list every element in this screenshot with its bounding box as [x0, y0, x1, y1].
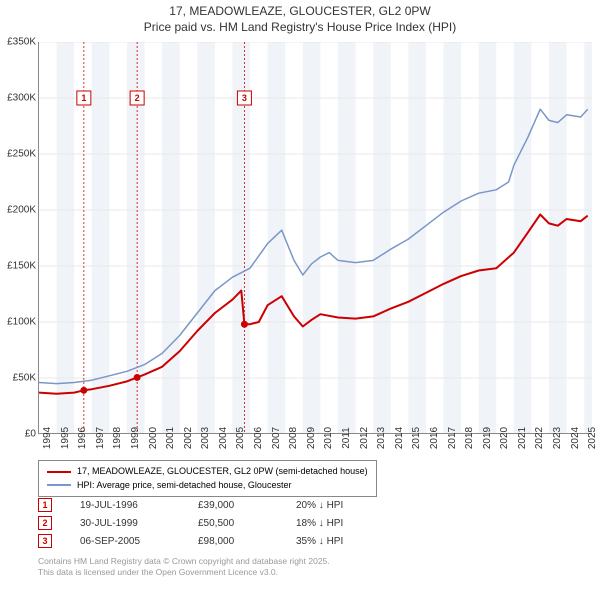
xtick-label: 2015: [411, 427, 422, 449]
xtick-label: 2006: [253, 427, 264, 449]
transaction-date: 30-JUL-1999: [80, 518, 170, 529]
transaction-diff: 18% ↓ HPI: [296, 518, 343, 529]
ytick-label: £200K: [2, 205, 36, 216]
attribution: Contains HM Land Registry data © Crown c…: [38, 556, 330, 578]
transactions-table: 1 19-JUL-1996 £39,000 20% ↓ HPI 2 30-JUL-1999…: [38, 498, 343, 552]
transaction-marker: 3: [38, 534, 52, 548]
xtick-label: 2020: [499, 427, 510, 449]
transaction-row: 3 06-SEP-2005 £98,000 35% ↓ HPI: [38, 534, 343, 548]
xtick-label: 2001: [165, 427, 176, 449]
xtick-label: 2000: [148, 427, 159, 449]
transaction-price: £39,000: [198, 500, 268, 511]
xtick-label: 2021: [517, 427, 528, 449]
attribution-line2: This data is licensed under the Open Gov…: [38, 567, 330, 578]
xtick-label: 2014: [394, 427, 405, 449]
transaction-price: £98,000: [198, 536, 268, 547]
svg-text:1: 1: [81, 93, 86, 103]
legend-row-hpi: HPI: Average price, semi-detached house,…: [47, 479, 368, 493]
xtick-label: 1995: [60, 427, 71, 449]
xtick-label: 2012: [359, 427, 370, 449]
xtick-label: 1997: [95, 427, 106, 449]
xtick-label: 1998: [112, 427, 123, 449]
xtick-label: 2004: [218, 427, 229, 449]
transaction-marker: 1: [38, 498, 52, 512]
legend-label-price-paid: 17, MEADOWLEAZE, GLOUCESTER, GL2 0PW (se…: [77, 465, 368, 479]
title-line2: Price paid vs. HM Land Registry's House …: [8, 20, 592, 36]
ytick-label: £350K: [2, 37, 36, 48]
ytick-label: £300K: [2, 93, 36, 104]
transaction-diff: 20% ↓ HPI: [296, 500, 343, 511]
xtick-label: 2009: [306, 427, 317, 449]
xtick-label: 2010: [323, 427, 334, 449]
legend: 17, MEADOWLEAZE, GLOUCESTER, GL2 0PW (se…: [38, 460, 377, 497]
title-line1: 17, MEADOWLEAZE, GLOUCESTER, GL2 0PW: [8, 4, 592, 20]
ytick-label: £0: [2, 429, 36, 440]
transaction-diff: 35% ↓ HPI: [296, 536, 343, 547]
chart-plot-area: 1 2 3: [38, 42, 592, 434]
legend-swatch-price-paid: [47, 471, 71, 473]
transaction-row: 2 30-JUL-1999 £50,500 18% ↓ HPI: [38, 516, 343, 530]
chart-container: 17, MEADOWLEAZE, GLOUCESTER, GL2 0PW Pri…: [0, 0, 600, 590]
xtick-label: 2016: [429, 427, 440, 449]
attribution-line1: Contains HM Land Registry data © Crown c…: [38, 556, 330, 567]
legend-row-price-paid: 17, MEADOWLEAZE, GLOUCESTER, GL2 0PW (se…: [47, 465, 368, 479]
xtick-label: 2022: [534, 427, 545, 449]
xtick-label: 2005: [235, 427, 246, 449]
xtick-label: 2025: [587, 427, 598, 449]
svg-text:2: 2: [135, 93, 140, 103]
xtick-label: 2011: [341, 427, 352, 449]
transaction-date: 06-SEP-2005: [80, 536, 170, 547]
svg-text:3: 3: [242, 93, 247, 103]
ytick-label: £150K: [2, 261, 36, 272]
legend-label-hpi: HPI: Average price, semi-detached house,…: [77, 479, 291, 493]
ytick-label: £100K: [2, 317, 36, 328]
transaction-marker: 2: [38, 516, 52, 530]
xtick-label: 2008: [288, 427, 299, 449]
xtick-label: 2002: [183, 427, 194, 449]
legend-swatch-hpi: [47, 484, 71, 486]
transaction-price: £50,500: [198, 518, 268, 529]
xtick-label: 1996: [77, 427, 88, 449]
xtick-label: 2019: [482, 427, 493, 449]
xtick-label: 1999: [130, 427, 141, 449]
xtick-label: 2013: [376, 427, 387, 449]
xtick-label: 2007: [271, 427, 282, 449]
chart-svg: 1 2 3: [39, 42, 592, 433]
xtick-label: 2017: [447, 427, 458, 449]
xtick-label: 2018: [464, 427, 475, 449]
ytick-label: £50K: [2, 373, 36, 384]
xtick-label: 2024: [570, 427, 581, 449]
transaction-date: 19-JUL-1996: [80, 500, 170, 511]
ytick-label: £250K: [2, 149, 36, 160]
transaction-row: 1 19-JUL-1996 £39,000 20% ↓ HPI: [38, 498, 343, 512]
chart-title: 17, MEADOWLEAZE, GLOUCESTER, GL2 0PW Pri…: [0, 0, 600, 35]
xtick-label: 2003: [200, 427, 211, 449]
xtick-label: 1994: [42, 427, 53, 449]
xtick-label: 2023: [552, 427, 563, 449]
